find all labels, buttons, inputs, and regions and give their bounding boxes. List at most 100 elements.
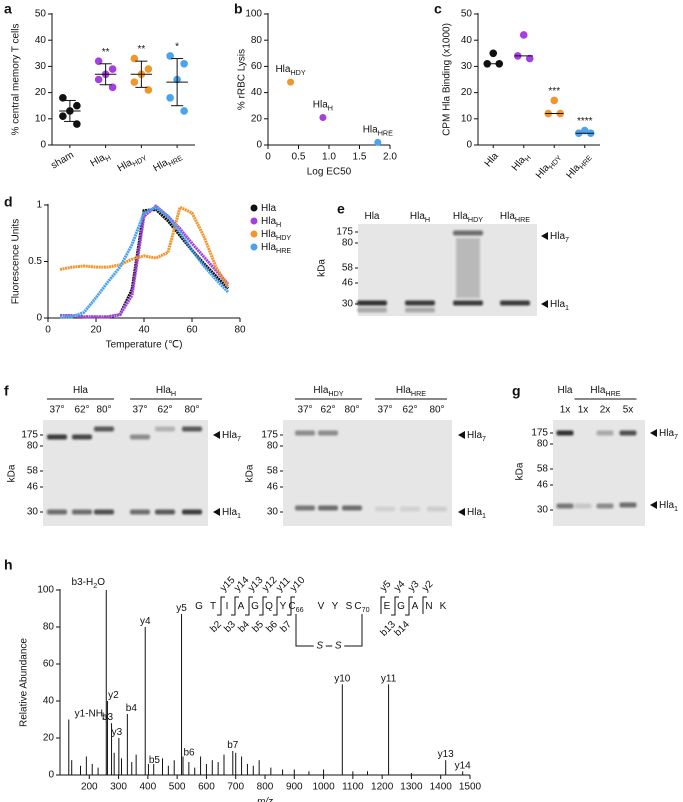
y-tick-label: 80 bbox=[251, 35, 263, 46]
b-cleavage bbox=[231, 598, 236, 616]
band-label-sub: 7 bbox=[482, 434, 486, 443]
x-tick-label: 600 bbox=[198, 782, 215, 793]
peak-label-main: y2 bbox=[108, 690, 119, 701]
gel-band bbox=[130, 509, 150, 515]
group-label-main: Hla bbox=[73, 385, 88, 396]
residue-main: S bbox=[346, 601, 353, 612]
point bbox=[374, 138, 382, 146]
b-cleavage bbox=[405, 598, 410, 616]
gel-band bbox=[453, 300, 483, 306]
peak-label: b4 bbox=[126, 703, 138, 714]
marker-label: 80 bbox=[537, 439, 549, 450]
lane-label-sub: HDY bbox=[468, 215, 483, 224]
marker-label: 175 bbox=[21, 430, 38, 441]
gel-smear bbox=[456, 238, 480, 298]
peak-label-main: y10 bbox=[334, 673, 351, 684]
band-label-sub: 1 bbox=[237, 511, 241, 520]
gel-band bbox=[596, 430, 614, 436]
x-tick-label: 80 bbox=[234, 325, 246, 336]
x-tick-label: 500 bbox=[169, 782, 186, 793]
y-tick-label: 0 bbox=[40, 140, 46, 151]
peak-label: y3 bbox=[112, 727, 123, 738]
unit-label: kDa bbox=[515, 462, 526, 480]
y-tick-label: 100 bbox=[37, 585, 54, 596]
gel-band bbox=[453, 230, 483, 236]
residue-main: E bbox=[384, 601, 391, 612]
residue-main: Q bbox=[265, 601, 273, 612]
residue-main: A bbox=[412, 601, 419, 612]
y-tick-label: 0 bbox=[256, 140, 262, 151]
peak-label-main: y1-NH bbox=[75, 708, 103, 719]
x-tick-label: 200 bbox=[81, 782, 98, 793]
residue-main: G bbox=[251, 601, 259, 612]
dot bbox=[166, 52, 174, 60]
dot bbox=[525, 54, 534, 63]
residue: V bbox=[318, 601, 325, 612]
lane-label: 62° bbox=[320, 405, 335, 416]
group-label: HlaH bbox=[156, 385, 176, 399]
peak-label: y11 bbox=[381, 673, 397, 684]
dot bbox=[108, 83, 117, 92]
legend-marker bbox=[250, 243, 258, 251]
group-label: HlaHRE bbox=[396, 385, 426, 399]
sulfur: S bbox=[335, 641, 342, 652]
b-cleavage bbox=[259, 598, 264, 616]
y-tick-label: 100 bbox=[245, 9, 262, 20]
marker-label: 58 bbox=[27, 466, 39, 477]
x-tick-label: 2.0 bbox=[383, 152, 397, 163]
significance: *** bbox=[548, 86, 560, 97]
band-label-sub: 1 bbox=[565, 303, 569, 312]
lane-label: 80° bbox=[344, 405, 359, 416]
y-tick-label: 10 bbox=[35, 113, 47, 124]
bond-gap bbox=[332, 639, 345, 653]
group-label-main: Hla bbox=[156, 385, 171, 396]
residue-main: G bbox=[397, 601, 405, 612]
x-tick-label: 0 bbox=[45, 325, 51, 336]
lane-label: 80° bbox=[96, 405, 111, 416]
band-label: Hla1 bbox=[550, 299, 569, 313]
x-tick-label: 20 bbox=[90, 325, 102, 336]
lane-label: 80° bbox=[429, 405, 444, 416]
legend-marker bbox=[250, 217, 258, 225]
y-axis-label: Fluorescence Units bbox=[11, 219, 22, 305]
marker-label: 175 bbox=[336, 227, 353, 238]
marker-label: 30 bbox=[27, 507, 39, 518]
x-tick-label: 700 bbox=[227, 782, 244, 793]
lane-label-main: Hla bbox=[410, 211, 425, 222]
x-tick-label: 1.0 bbox=[322, 152, 336, 163]
peak-label: y14 bbox=[455, 760, 472, 771]
band-arrow bbox=[458, 508, 465, 516]
b-cleavage bbox=[273, 598, 278, 616]
peak-label-sub: 3 bbox=[103, 713, 107, 722]
marker-label: 30 bbox=[537, 505, 549, 516]
lane-label-sub: HRE bbox=[515, 215, 530, 224]
residue: K bbox=[440, 601, 447, 612]
x-tick-label: 1500 bbox=[459, 782, 482, 793]
residue-main: C bbox=[354, 601, 361, 612]
residue: A bbox=[238, 601, 245, 612]
y-tick-label: 30 bbox=[35, 61, 47, 72]
y-tick-label: 40 bbox=[43, 696, 55, 707]
legend-marker bbox=[250, 204, 258, 212]
peak-label: y4 bbox=[140, 616, 151, 627]
y-tick-label: 50 bbox=[461, 9, 473, 20]
peak-label-main: y3 bbox=[112, 727, 123, 738]
unit-label: kDa bbox=[245, 464, 256, 482]
point-label-main: Hla bbox=[275, 64, 290, 75]
point-label-main: Hla bbox=[313, 99, 328, 110]
residue: G bbox=[397, 601, 405, 612]
residue: Q bbox=[265, 601, 273, 612]
gel-band bbox=[400, 506, 420, 512]
band-arrow bbox=[541, 232, 548, 240]
legend-label-main: Hla bbox=[261, 203, 276, 214]
gel-band bbox=[72, 434, 92, 440]
dot bbox=[130, 78, 139, 86]
dot bbox=[130, 54, 139, 63]
dot bbox=[580, 126, 589, 135]
band-arrow bbox=[213, 431, 220, 439]
residue-main: K bbox=[440, 601, 447, 612]
band-arrow bbox=[650, 429, 657, 437]
band-label: Hla1 bbox=[467, 507, 486, 521]
y-tick-label: 60 bbox=[43, 659, 55, 670]
